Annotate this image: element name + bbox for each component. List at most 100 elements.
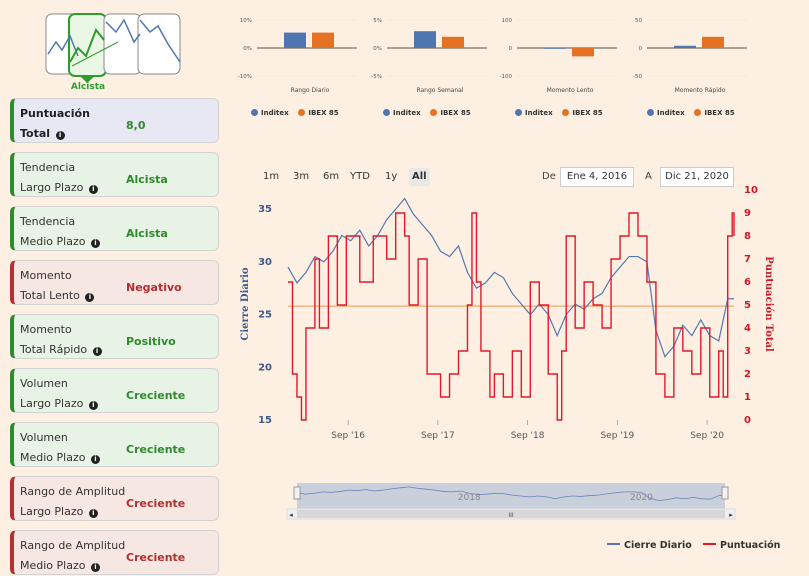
range-1y-button[interactable]: 1y (385, 171, 398, 182)
date-to-label: A (645, 171, 652, 182)
main-chart[interactable]: 15 20 25 30 35 0 1 2 3 4 5 6 7 8 9 10 Cierre Diario Puntu… (236, 180, 781, 445)
inditex-dot-icon (383, 109, 390, 116)
date-from-label: De (542, 171, 556, 182)
card-title-1: Tendencia (20, 161, 76, 174)
y-right-tick: 1 (744, 392, 751, 403)
trend-label: Alcista (70, 82, 106, 92)
mini-tick-label: 100 (502, 18, 513, 24)
card-title-1: Momento (20, 323, 72, 336)
ibex-dot-icon (430, 109, 438, 116)
inditex-dot-icon (647, 109, 654, 116)
score-card-tendencia-largo[interactable]: Tendencia Largo Plazo i Alcista (10, 152, 219, 197)
y-right-tick: 3 (744, 346, 751, 357)
inditex-dot-icon (251, 109, 258, 116)
mini-tick-label: -10% (238, 74, 252, 80)
date-to-input[interactable]: Dic 21, 2020 (660, 167, 734, 187)
range-1m-button[interactable]: 1m (263, 171, 280, 182)
mini-legend: Inditex IBEX 85 (251, 109, 339, 117)
y-right-tick: 8 (744, 231, 751, 242)
chart-navigator[interactable]: 2018 2020 ◂ ▸ III (285, 480, 737, 522)
y-right-tick: 2 (744, 369, 751, 380)
info-icon[interactable]: i (90, 563, 100, 572)
mini-bar-inditex (544, 48, 566, 49)
trend-card-active (68, 13, 107, 77)
mini-tick-label: 0% (243, 46, 252, 52)
y-left-label: Cierre Diario (240, 267, 251, 341)
card-title-2: Largo Plazo (20, 505, 84, 518)
info-icon[interactable]: i (88, 509, 98, 518)
score-card-total[interactable]: Puntuación Total i 8,0 (10, 98, 219, 143)
score-card-rango-medio[interactable]: Rango de Amplitud Medio Plazo i Creciente (10, 530, 219, 575)
score-card-tendencia-medio[interactable]: Tendencia Medio Plazo i Alcista (10, 206, 219, 251)
legend-inditex: Inditex (525, 109, 553, 117)
card-value: Creciente (126, 497, 186, 510)
ibex-dot-icon (694, 109, 702, 116)
mini-tick-label: 50 (635, 18, 642, 24)
card-title-1: Rango de Amplitud (20, 539, 126, 552)
y-right-label: Puntuación Total (763, 256, 774, 352)
info-icon[interactable]: i (88, 185, 98, 194)
card-title-2: Largo Plazo (20, 397, 84, 410)
mini-caption: Momento Lento (547, 87, 594, 94)
mini-bar-inditex (284, 32, 306, 48)
scroll-right-icon: ▸ (729, 511, 733, 519)
card-value: Creciente (126, 443, 186, 456)
scroll-grip-icon: III (508, 512, 514, 519)
range-all-button[interactable]: All (409, 168, 430, 186)
y-left-tick: 25 (258, 310, 272, 321)
score-card-volumen-medio[interactable]: Volumen Medio Plazo i Creciente (10, 422, 219, 467)
info-icon[interactable]: i (85, 293, 95, 302)
legend-inditex: Inditex (261, 109, 289, 117)
navigator-handle-left (293, 486, 301, 500)
y-left-tick: 35 (258, 204, 272, 215)
mini-bar-ibex (312, 32, 334, 48)
mini-caption: Rango Semanal (416, 87, 463, 94)
info-icon[interactable]: i (90, 239, 100, 248)
mini-bar-inditex (674, 45, 696, 48)
card-title-1: Volumen (20, 431, 68, 444)
mini-caption: Rango Diario (291, 87, 330, 94)
range-ytd-button[interactable]: YTD (350, 171, 370, 182)
legend-price[interactable]: Cierre Diario (607, 540, 692, 551)
y-left-tick: 30 (258, 257, 272, 268)
card-title-2: Largo Plazo (20, 181, 84, 194)
series-puntuacion (288, 212, 735, 421)
score-card-momento-rapido[interactable]: Momento Total Rápido i Positivo (10, 314, 219, 359)
mini-bar-ibex (572, 48, 594, 57)
card-value: Creciente (126, 389, 186, 402)
score-card-momento-lento[interactable]: Momento Total Lento i Negativo (10, 260, 219, 305)
score-card-rango-largo[interactable]: Rango de Amplitud Largo Plazo i Creciente (10, 476, 219, 521)
card-title-2: Total Rápido (20, 343, 88, 356)
inditex-dot-icon (515, 109, 522, 116)
trend-card-right (137, 13, 181, 75)
range-6m-button[interactable]: 6m (323, 171, 340, 182)
navigator-selection (297, 483, 725, 509)
info-icon[interactable]: i (55, 131, 65, 140)
card-title-2: Medio Plazo (20, 451, 86, 464)
legend-ibex: IBEX 85 (572, 109, 603, 117)
trend-line-mid (105, 18, 141, 44)
mini-chart-rango-semanal: 5% 0% -5% Rango Semanal (362, 12, 488, 98)
legend-inditex: Inditex (657, 109, 685, 117)
info-icon[interactable]: i (88, 401, 98, 410)
legend-ibex: IBEX 85 (440, 109, 471, 117)
score-card-volumen-largo[interactable]: Volumen Largo Plazo i Creciente (10, 368, 219, 413)
navigator-scroll-thumb (297, 510, 725, 518)
mini-bar-inditex (414, 31, 436, 48)
card-title-1: Rango de Amplitud (20, 485, 126, 498)
legend-score[interactable]: Puntuación (703, 540, 780, 551)
mini-tick-label: 0 (639, 46, 643, 52)
trend-widget[interactable] (44, 12, 184, 94)
navigator-year-label: 2018 (458, 493, 481, 503)
card-title-1: Volumen (20, 377, 68, 390)
info-icon[interactable]: i (92, 347, 102, 356)
info-icon[interactable]: i (90, 455, 100, 464)
y-right-tick: 0 (744, 415, 751, 426)
card-value: Positivo (126, 335, 176, 348)
card-title-1: Puntuación (20, 107, 90, 120)
range-3m-button[interactable]: 3m (293, 171, 310, 182)
scroll-left-icon: ◂ (289, 511, 293, 519)
card-title-2: Medio Plazo (20, 235, 86, 248)
date-from-input[interactable]: Ene 4, 2016 (560, 167, 634, 187)
trend-line-active (69, 28, 105, 63)
